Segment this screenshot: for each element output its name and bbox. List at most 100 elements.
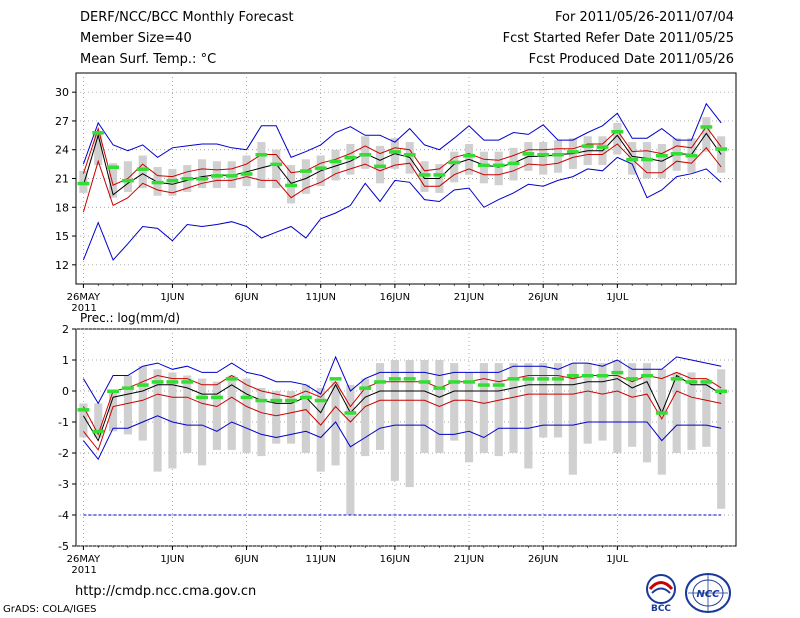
observed-marker [196,395,208,400]
spread-box [109,163,118,198]
observed-marker [255,153,268,157]
x-tick-label: 26JUN [528,554,558,565]
spread-box [628,363,637,447]
observed-marker [329,159,342,164]
x-year-label: 2011 [71,565,96,576]
spread-box [553,363,563,438]
y-tick-label: -2 [58,447,69,460]
observed-marker [299,395,312,400]
spread-box [242,155,251,187]
observed-marker [581,374,594,378]
spread-box [494,363,503,457]
spread-box [613,360,622,453]
observed-marker [240,395,253,400]
spread-box [361,136,370,169]
spread-box [301,384,310,453]
observed-marker [151,380,164,384]
observed-marker [210,174,223,178]
spread-box [717,136,726,173]
spread-box [479,151,488,184]
observed-marker [136,167,149,171]
observed-marker [596,145,609,149]
y-tick-label: -5 [58,540,69,553]
chart-panel-1: 12 15 18 21 24 27 30 26MAY 1JUN 6JUN 11JUN 16JUN 21J… [55,72,737,314]
y-tick-label: 2 [62,323,69,336]
ncc-logo-icon: NCC [685,573,731,613]
spread-box [361,378,370,457]
observed-marker [314,166,327,170]
spread-box [109,391,118,432]
y-tick-label: -3 [58,478,69,491]
spread-box [702,378,711,447]
spread-box [642,363,652,463]
observed-marker [181,177,194,181]
observed-marker [611,370,624,375]
observed-marker [225,377,238,381]
observed-marker [492,163,505,168]
spread-box [212,381,221,450]
observed-marker [403,377,416,381]
observed-marker [685,380,698,384]
observed-marker [388,150,401,154]
y-tick-label: -1 [58,416,69,429]
x-tick-label: 1JUL [606,292,629,303]
observed-marker [107,389,120,393]
forecast-period: For 2011/05/26-2011/07/04 [555,10,734,25]
observed-marker [641,157,653,162]
observed-marker [121,178,134,183]
spread-box [301,159,310,194]
y-tick-label: 21 [55,173,69,186]
spread-box [687,372,696,450]
x-tick-label: 11JUN [305,292,335,303]
observed-marker [537,377,550,381]
spread-box [79,403,88,438]
y-tick-label: 0 [62,385,69,398]
observed-marker [611,130,624,134]
observed-marker [388,377,401,381]
spread-box [272,391,281,444]
y-tick-label: 1 [62,354,69,367]
produced-date: Fcst Produced Date 2011/05/26 [528,52,734,67]
observed-marker [552,377,564,381]
y-tick-label: 12 [55,259,69,272]
observed-marker [285,398,297,403]
spread-box [375,363,385,450]
observed-marker [670,377,683,381]
member-size-label: Member Size=40 [80,31,192,46]
x-tick-label: 11JUN [305,554,335,565]
observed-marker [121,386,134,390]
observed-marker [507,161,520,166]
envelope-line-upper [82,355,722,405]
observed-marker [92,429,105,434]
spread-box [227,375,236,450]
grads-credit: GrADS: COLA/IGES [3,604,97,615]
x-tick-label: 21JUN [454,554,484,565]
observed-marker [433,386,446,390]
spread-box [257,142,266,189]
observed-marker [522,377,535,381]
observed-marker [418,173,431,177]
spread-box [390,360,399,481]
source-url[interactable]: http://cmdp.ncc.cma.gov.cn [75,584,257,599]
spread-box [346,384,355,515]
spread-box [153,369,162,472]
observed-marker [641,374,653,378]
observed-marker [136,383,149,387]
x-tick-label: 26MAY [67,554,101,565]
observed-marker [715,389,728,393]
envelope-line-upper [82,156,722,261]
x-tick-label: 6JUN [234,554,258,565]
refer-date: Fcst Started Refer Date 2011/05/25 [502,31,734,46]
observed-marker [700,125,713,129]
observed-marker [566,150,579,154]
observed-marker [670,152,683,156]
observed-marker [463,380,475,384]
spread-box [657,369,666,475]
observed-marker [270,162,283,167]
envelope-line-lower [82,102,722,165]
observed-marker [107,165,120,169]
spread-line-lower [83,390,722,451]
y-tick-label: 27 [55,115,69,128]
x-tick-label: 1JUN [160,554,184,565]
observed-marker [344,155,357,160]
